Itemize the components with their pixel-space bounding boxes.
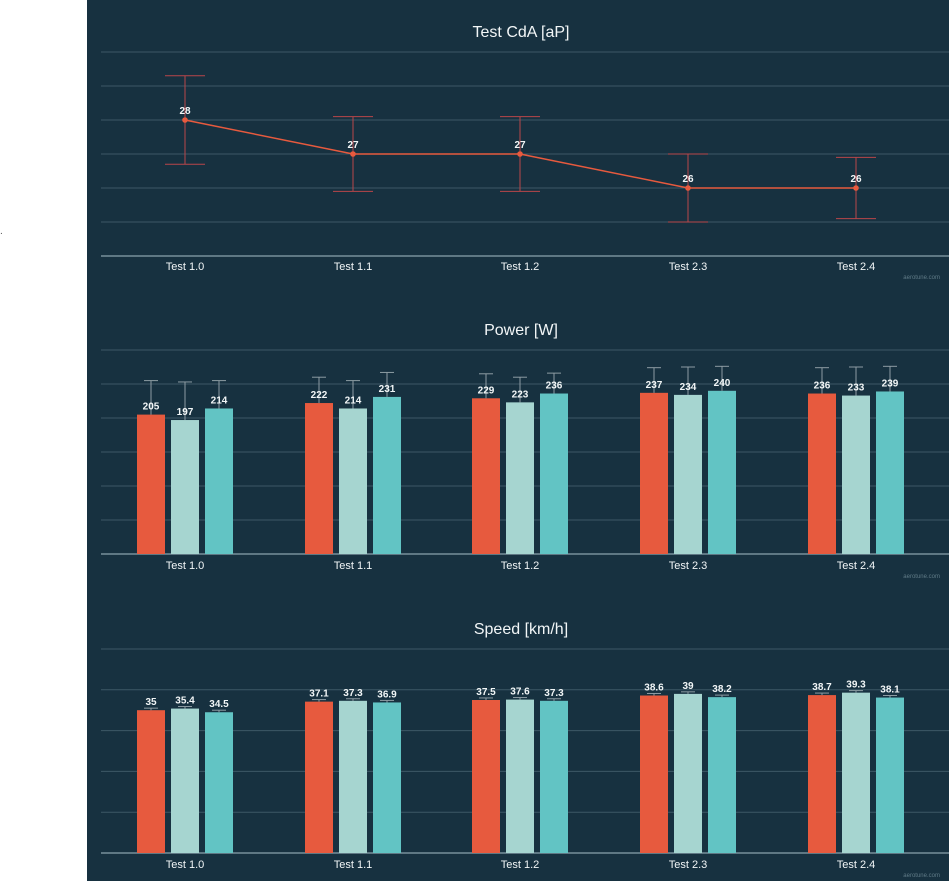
chart-title: Test CdA [aP] — [473, 24, 570, 41]
x-tick-label: Test 1.1 — [334, 261, 373, 273]
data-label: 38.1 — [880, 685, 900, 696]
data-label: 26 — [850, 174, 862, 185]
bar — [674, 693, 702, 853]
bar — [171, 420, 199, 554]
data-label: 26 — [682, 174, 694, 185]
bar — [305, 403, 333, 554]
stray-dot: . — [0, 226, 3, 237]
x-tick-label: Test 2.4 — [837, 560, 876, 572]
x-tick-label: Test 1.0 — [166, 560, 205, 572]
data-label: 35 — [145, 697, 157, 708]
data-label: 39.3 — [846, 680, 866, 691]
bar — [373, 702, 401, 853]
x-tick-label: Test 1.2 — [501, 859, 540, 871]
data-label: 35.4 — [175, 696, 195, 707]
data-label: 236 — [814, 381, 831, 392]
data-label: 38.7 — [812, 682, 832, 693]
data-label: 38.6 — [644, 683, 664, 694]
bar — [339, 700, 367, 853]
data-label: 37.5 — [476, 687, 496, 698]
bar — [472, 700, 500, 853]
bar — [373, 396, 401, 554]
bar — [640, 392, 668, 554]
data-label: 38.2 — [712, 684, 732, 695]
data-label: 234 — [680, 382, 697, 393]
charts-svg: Test CdA [aP] Test 1.0 Test 1.1 Test 1.2 Tes… — [101, 24, 949, 879]
bar — [640, 695, 668, 853]
bar — [171, 708, 199, 853]
data-label: 237 — [646, 380, 663, 391]
data-label: 240 — [714, 378, 731, 389]
data-label: 214 — [345, 395, 362, 406]
x-tick-label: Test 1.1 — [334, 560, 373, 572]
data-point — [853, 185, 859, 191]
x-tick-label: Test 2.4 — [837, 859, 876, 871]
bar — [708, 697, 736, 853]
data-label: 36.9 — [377, 689, 397, 700]
data-label: 223 — [512, 389, 529, 400]
data-label: 37.3 — [343, 688, 363, 699]
x-tick-label: Test 2.3 — [669, 560, 708, 572]
data-label: 233 — [848, 383, 865, 394]
bar — [876, 697, 904, 853]
data-label: 27 — [514, 140, 526, 151]
x-tick-label: Test 2.3 — [669, 261, 708, 273]
data-label: 27 — [347, 140, 359, 151]
data-label: 214 — [211, 395, 228, 406]
watermark: aerotune.com — [903, 873, 940, 879]
data-label: 37.3 — [544, 688, 564, 699]
data-label: 239 — [882, 378, 899, 389]
watermark: aerotune.com — [903, 275, 940, 281]
bar — [842, 395, 870, 554]
chart-title: Speed [km/h] — [474, 621, 568, 638]
bar — [472, 398, 500, 554]
data-point — [182, 117, 188, 123]
data-label: 37.6 — [510, 687, 530, 698]
x-tick-label: Test 2.3 — [669, 859, 708, 871]
x-tick-label: Test 2.4 — [837, 261, 876, 273]
bar — [540, 393, 568, 554]
data-label: 39 — [682, 681, 694, 692]
bar — [708, 390, 736, 554]
data-label: 205 — [143, 402, 160, 413]
data-label: 28 — [179, 106, 191, 117]
data-point — [685, 185, 691, 191]
data-label: 236 — [546, 381, 563, 392]
bar — [540, 700, 568, 853]
x-tick-label: Test 1.2 — [501, 261, 540, 273]
bar — [305, 701, 333, 853]
bar — [506, 699, 534, 853]
data-label: 34.5 — [209, 699, 229, 710]
bar — [506, 402, 534, 554]
bar — [205, 712, 233, 853]
data-label: 229 — [478, 385, 495, 396]
bar — [842, 692, 870, 853]
x-tick-label: Test 1.0 — [166, 859, 205, 871]
x-tick-label: Test 1.0 — [166, 261, 205, 273]
data-point — [350, 151, 356, 157]
data-label: 37.1 — [309, 689, 329, 700]
bar — [808, 393, 836, 554]
x-tick-label: Test 1.1 — [334, 859, 373, 871]
data-label: 222 — [311, 390, 328, 401]
chart-title: Power [W] — [484, 322, 558, 339]
x-tick-label: Test 1.2 — [501, 560, 540, 572]
charts-panel: Test CdA [aP] Test 1.0 Test 1.1 Test 1.2 Tes… — [87, 0, 949, 881]
bar — [339, 408, 367, 554]
bar — [674, 394, 702, 554]
watermark: aerotune.com — [903, 574, 940, 580]
bar — [876, 391, 904, 554]
data-point — [517, 151, 523, 157]
data-label: 231 — [379, 384, 396, 395]
data-label: 197 — [177, 407, 194, 418]
bar — [137, 414, 165, 554]
bar — [137, 710, 165, 853]
bar — [808, 695, 836, 853]
bar — [205, 408, 233, 554]
